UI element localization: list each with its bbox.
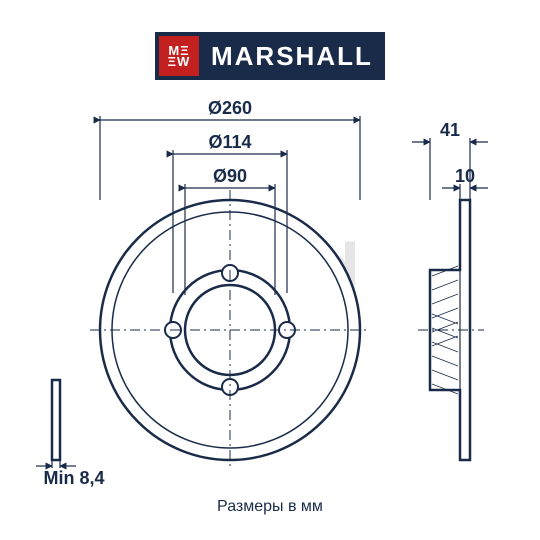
svg-text:Ø260: Ø260 [208, 98, 252, 118]
svg-text:41: 41 [440, 120, 460, 140]
technical-diagram: Ø260 Ø114 Ø90 41 10 Min 8,4 [0, 0, 540, 540]
svg-text:Ø90: Ø90 [213, 166, 247, 186]
svg-text:Min 8,4: Min 8,4 [43, 468, 104, 488]
svg-text:Ø114: Ø114 [208, 132, 251, 152]
units-caption: Размеры в мм [0, 498, 540, 516]
svg-text:10: 10 [455, 166, 475, 186]
